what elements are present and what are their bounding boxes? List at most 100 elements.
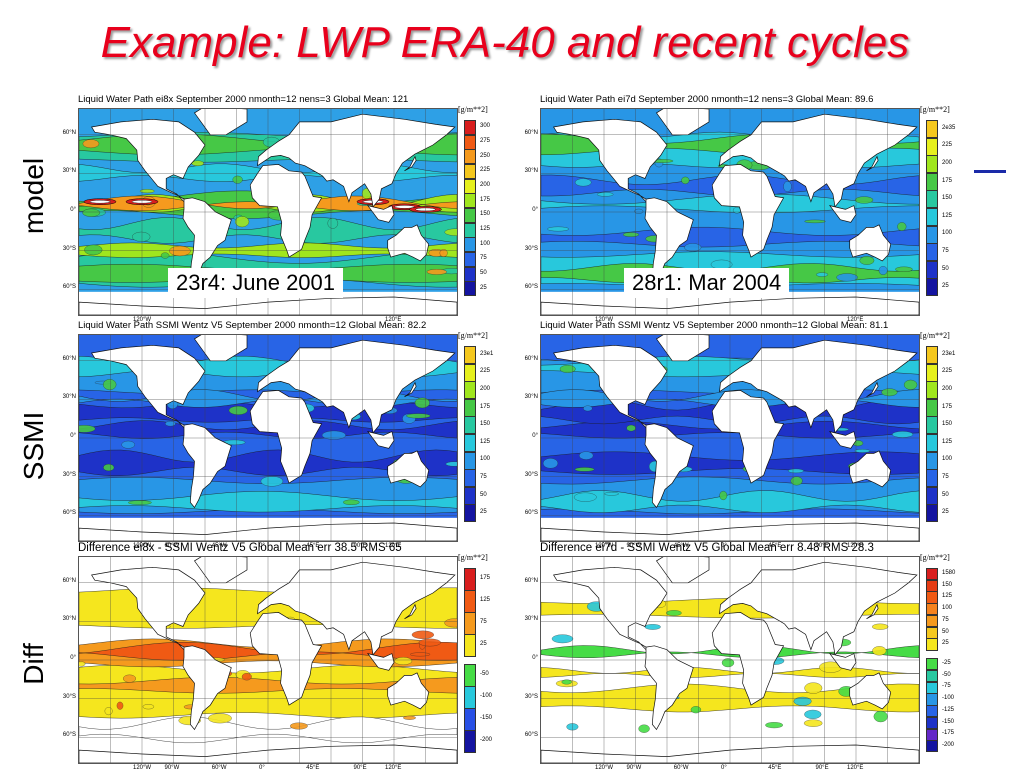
colorbar-value-label: 175 — [942, 403, 953, 410]
latitude-tick-label: 30°N — [62, 616, 76, 623]
colorbar-value-label: 100 — [942, 230, 953, 237]
colorbar-value-label: 200 — [942, 386, 953, 392]
latitude-tick-label: 60°N — [62, 129, 76, 136]
longitude-tick-label: 0° — [721, 543, 727, 549]
longitude-tick-label: 90°E — [353, 543, 367, 549]
colorbar-value-label: 175 — [942, 177, 953, 184]
colorbar-swatch — [926, 416, 938, 435]
longitude-tick-label: 90°W — [164, 765, 180, 771]
colorbar-swatch — [464, 208, 476, 224]
longitude-tick-label: 120°W — [133, 543, 152, 549]
colorbar-value-label: 25 — [480, 284, 487, 291]
colorbar-swatch — [926, 278, 938, 297]
colorbar-value-label: 25 — [942, 509, 949, 516]
colorbar-value-label: 225 — [480, 167, 491, 174]
map-image — [541, 557, 919, 763]
panel-title: Difference ei8x - SSMI Wentz V5 Global M… — [78, 542, 402, 554]
colorbar-value-label: 175 — [480, 403, 491, 410]
colorbar-swatch — [464, 730, 476, 753]
map-panel-ssmi-left: Liquid Water Path SSMI Wentz V5 Septembe… — [63, 320, 518, 549]
latitude-tick-label: 30°N — [524, 394, 538, 401]
latitude-tick-label: 60°N — [524, 355, 538, 362]
panel-title: Difference ei7d - SSMI Wentz V5 Global M… — [540, 542, 874, 554]
colorbar-units: [g/m**2] — [920, 105, 950, 114]
latitude-tick-label: 60°N — [62, 577, 76, 584]
longitude-tick-label: 45°W — [673, 543, 689, 549]
colorbar-swatch — [926, 728, 938, 741]
longitude-tick-label: 60°W — [211, 765, 227, 771]
map-image — [79, 335, 457, 541]
longitude-tick-label: 0° — [721, 765, 727, 771]
latitude-tick-label: 0° — [532, 207, 538, 213]
latitude-tick-label: 30°S — [62, 693, 76, 700]
colorbar-value-label: 2e35 — [942, 124, 956, 131]
colorbar-swatch — [464, 363, 476, 382]
colorbar-value-label: -50 — [480, 671, 489, 677]
decorative-dash — [974, 170, 1006, 173]
colorbar-swatch — [926, 638, 938, 651]
colorbar-swatch — [464, 164, 476, 180]
longitude-tick-label: 120°E — [385, 543, 402, 549]
colorbar-value-label: 275 — [480, 138, 491, 144]
latitude-tick-label: 0° — [70, 207, 76, 213]
colorbar-swatch — [464, 266, 476, 282]
colorbar: [g/m**2] 175 125 75 25 -50 -100 -150 -200 — [458, 553, 520, 766]
colorbar-swatch — [464, 469, 476, 488]
colorbar-value-label: 100 — [480, 240, 491, 247]
colorbar-swatch — [464, 590, 476, 613]
colorbar-swatch — [926, 681, 938, 694]
colorbar-value-label: 300 — [480, 123, 491, 130]
colorbar-value-label: 75 — [480, 619, 487, 625]
colorbar-value-label: 125 — [480, 438, 491, 445]
map-panel-model-ei7d: Liquid Water Path ei7d September 2000 nm… — [525, 94, 980, 323]
colorbar-value-label: 23e1 — [480, 350, 494, 357]
colorbar-value-label: 150 — [942, 421, 953, 428]
colorbar: [g/m**2] 23e1 225 200 175 150 125 100 75 50 25 — [920, 331, 982, 544]
colorbar-swatch — [926, 740, 938, 753]
colorbar-value-label: -100 — [480, 693, 493, 699]
colorbar-swatch — [926, 155, 938, 174]
colorbar-value-label: 1580 — [942, 569, 956, 576]
colorbar-swatch — [464, 237, 476, 253]
colorbar-value-label: 75 — [942, 248, 949, 254]
colorbar-value-label: 75 — [480, 474, 487, 480]
cycle-caption: 23r4: June 2001 — [168, 268, 344, 298]
colorbar-value-label: 75 — [480, 255, 487, 262]
longitude-tick-label: 120°E — [847, 765, 864, 771]
latitude-tick-label: 60°S — [524, 732, 538, 739]
colorbar-value-label: 150 — [480, 211, 491, 218]
latitude-tick-label: 30°S — [62, 471, 76, 478]
colorbar-value-label: 225 — [942, 368, 953, 375]
longitude-tick-label: 45°E — [768, 765, 782, 771]
colorbar-swatch — [464, 193, 476, 209]
colorbar-value-label: 175 — [480, 575, 491, 581]
colorbar-swatch — [464, 346, 476, 365]
colorbar-swatch — [926, 451, 938, 470]
colorbar-value-label: -50 — [942, 671, 951, 678]
latitude-tick-label: 60°S — [62, 510, 76, 517]
colorbar-value-label: -150 — [942, 718, 955, 725]
colorbar-value-label: 125 — [480, 597, 491, 603]
colorbar-swatch — [926, 260, 938, 279]
colorbar-value-label: -200 — [480, 737, 493, 743]
colorbar-value-label: 25 — [942, 640, 949, 647]
latitude-tick-label: 30°S — [524, 693, 538, 700]
colorbar-units: [g/m**2] — [458, 331, 488, 340]
world-map — [78, 108, 458, 316]
colorbar-swatch — [926, 469, 938, 488]
colorbar-swatch — [926, 398, 938, 417]
colorbar-value-label: 100 — [942, 456, 953, 463]
longitude-tick-label: 90°W — [626, 543, 642, 549]
colorbar-swatch — [926, 658, 938, 671]
colorbar-swatch — [926, 705, 938, 718]
colorbar-swatch — [464, 434, 476, 453]
colorbar-value-label: 225 — [942, 142, 953, 149]
colorbar-swatch — [464, 178, 476, 194]
colorbar: [g/m**2] 300 275 250 225 200 175 150 125 100 75 50 2… — [458, 105, 520, 318]
colorbar-value-label: 150 — [480, 421, 491, 428]
colorbar-swatch — [464, 568, 476, 591]
latitude-tick-label: 60°S — [62, 284, 76, 291]
colorbar-swatch — [926, 568, 938, 581]
colorbar-value-label: 150 — [942, 581, 953, 588]
colorbar-value-label: 50 — [480, 270, 487, 276]
